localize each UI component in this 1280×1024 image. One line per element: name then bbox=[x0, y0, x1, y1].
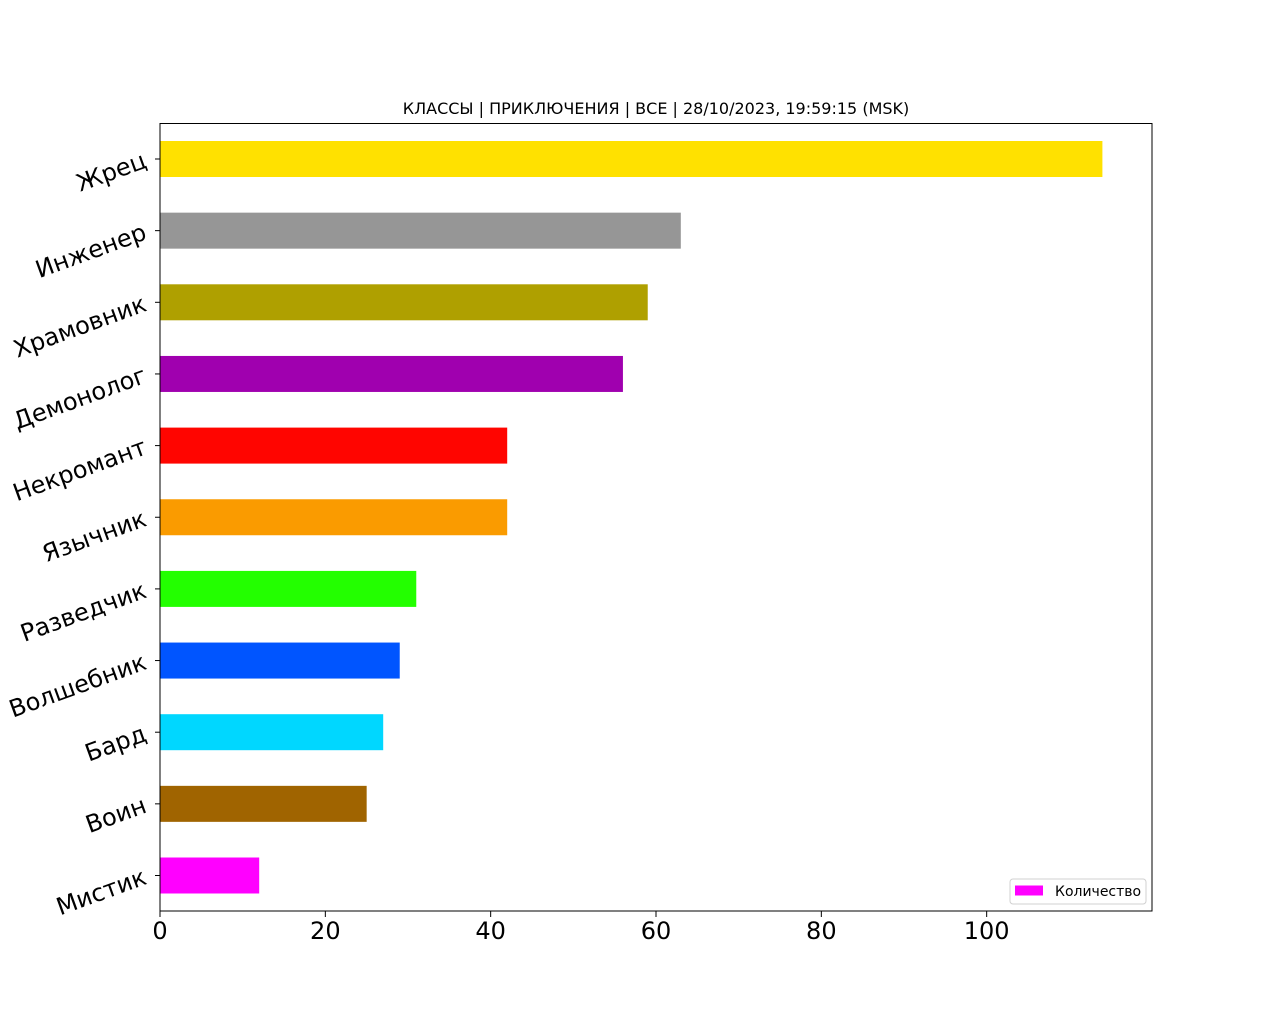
x-tick-label: 100 bbox=[964, 917, 1010, 945]
bar-10 bbox=[160, 785, 367, 822]
bars-group bbox=[160, 141, 1103, 894]
y-tick-label: Воин bbox=[82, 791, 150, 839]
y-tick-label: Волшебник bbox=[5, 648, 150, 723]
x-tick-label: 80 bbox=[806, 917, 837, 945]
bar-11 bbox=[160, 857, 260, 894]
x-tick-label: 60 bbox=[641, 917, 672, 945]
bar-1 bbox=[160, 141, 1103, 177]
x-axis: 0 20 40 60 80 100 bbox=[152, 911, 1010, 945]
legend-swatch bbox=[1015, 885, 1043, 896]
y-tick-label: Мистик bbox=[53, 863, 151, 921]
legend: Количество bbox=[1009, 878, 1147, 905]
bar-9 bbox=[160, 714, 384, 751]
bar-3 bbox=[160, 284, 648, 321]
chart-title: КЛАССЫ | ПРИКЛЮЧЕНИЯ | ВСЕ | 28/10/2023,… bbox=[403, 99, 910, 118]
y-tick-label: Жрец bbox=[73, 146, 150, 197]
bar-6 bbox=[160, 499, 508, 536]
y-axis: Жрец ИнженерХрамовникДемонологНекромантЯз… bbox=[5, 146, 160, 921]
bar-8 bbox=[160, 642, 400, 679]
bar-5 bbox=[160, 427, 508, 464]
legend-label: Количество bbox=[1055, 884, 1141, 900]
y-tick-label: Храмовник bbox=[10, 290, 150, 364]
y-tick-label: Некромант bbox=[9, 433, 150, 507]
bar-4 bbox=[160, 355, 623, 392]
bar-2 bbox=[160, 212, 681, 249]
y-tick-label: Язычник bbox=[39, 505, 150, 568]
y-tick-label: Бард bbox=[81, 720, 150, 768]
x-tick-label: 0 bbox=[152, 917, 167, 945]
x-tick-label: 20 bbox=[310, 917, 341, 945]
bar-7 bbox=[160, 570, 417, 607]
legend-box bbox=[1009, 878, 1147, 905]
x-tick-label: 40 bbox=[475, 917, 506, 945]
y-tick-label: Разведчик bbox=[17, 576, 150, 647]
y-tick-label: Демонолог bbox=[10, 361, 150, 435]
y-tick-label: Инженер bbox=[32, 218, 150, 284]
